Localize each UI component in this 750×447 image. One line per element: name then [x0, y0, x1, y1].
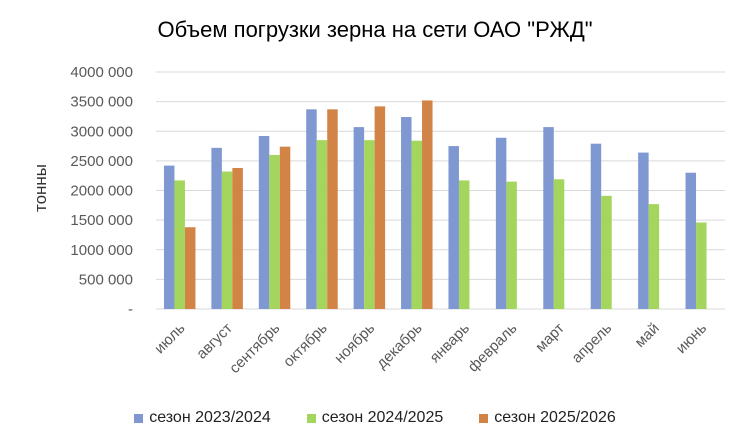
bar [221, 171, 233, 309]
x-tick-label: июль [151, 320, 189, 358]
x-tick-label: апрель [568, 320, 615, 367]
bar [411, 140, 423, 309]
x-tick-label: август [193, 320, 236, 363]
bar [258, 135, 270, 309]
bar [184, 227, 196, 309]
x-tick-label: сентябрь [226, 320, 283, 377]
bar [495, 137, 507, 309]
x-tick-label: март [532, 320, 568, 356]
bar [174, 180, 185, 309]
y-tick-label: 3500 000 [70, 94, 133, 111]
bar [422, 100, 433, 309]
y-tick-label: 1500 000 [70, 212, 133, 229]
bar [232, 167, 243, 309]
y-axis-label: тонны [31, 164, 50, 212]
legend-item: сезон 2025/2026 [479, 409, 616, 427]
y-tick-label: 1000 000 [70, 242, 133, 259]
bar [648, 204, 660, 309]
legend: сезон 2023/2024 сезон 2024/2025 сезон 2025… [0, 406, 750, 430]
bar [696, 222, 707, 309]
bar [543, 127, 554, 309]
bar [590, 143, 602, 309]
bar [553, 179, 565, 309]
bar [506, 181, 517, 309]
legend-item: сезон 2023/2024 [134, 409, 271, 427]
gridlines [156, 71, 725, 310]
y-tick-label: 500 000 [79, 271, 133, 288]
y-tick-label: 2000 000 [70, 183, 133, 200]
legend-swatch [306, 413, 316, 423]
bar [448, 146, 459, 309]
bar [353, 127, 365, 309]
legend-label: сезон 2024/2025 [321, 409, 444, 426]
legend-swatch [479, 413, 489, 423]
chart-title: Объем погрузки зерна на сети ОАО "РЖД" [157, 17, 593, 42]
bars [163, 100, 707, 310]
bar [401, 117, 412, 309]
bar [327, 109, 338, 309]
bar [279, 146, 291, 309]
legend-item: сезон 2024/2025 [306, 409, 444, 427]
x-tick-label: май [632, 320, 663, 351]
y-tick-label: 2500 000 [70, 153, 133, 170]
x-tick-label: октябрь [280, 320, 331, 371]
bar [374, 106, 386, 310]
y-tick-label: 3000 000 [70, 123, 133, 140]
bar [211, 147, 222, 309]
bar [364, 140, 375, 309]
bar [638, 152, 649, 309]
x-tick-label: февраль [465, 320, 521, 376]
x-tick-label: июнь [673, 320, 710, 357]
x-tick-label: декабрь [373, 320, 426, 373]
bar [269, 154, 280, 309]
y-tick-label: 4000 000 [70, 64, 133, 81]
bar [316, 140, 328, 309]
y-tick-label: - [128, 301, 133, 318]
x-tick-label: ноябрь [331, 320, 378, 367]
y-axis-ticks: - 500 000 1000 000 1500 000 2000 000 2500 000… [70, 64, 133, 318]
legend-label: сезон 2023/2024 [149, 409, 271, 426]
bar [601, 195, 612, 309]
bar [458, 180, 470, 309]
bar [306, 109, 317, 309]
x-tick-label: январь [427, 320, 474, 367]
bar [685, 172, 697, 309]
legend-swatch [134, 413, 144, 423]
bar [163, 165, 175, 309]
legend-label: сезон 2025/2026 [494, 409, 616, 426]
